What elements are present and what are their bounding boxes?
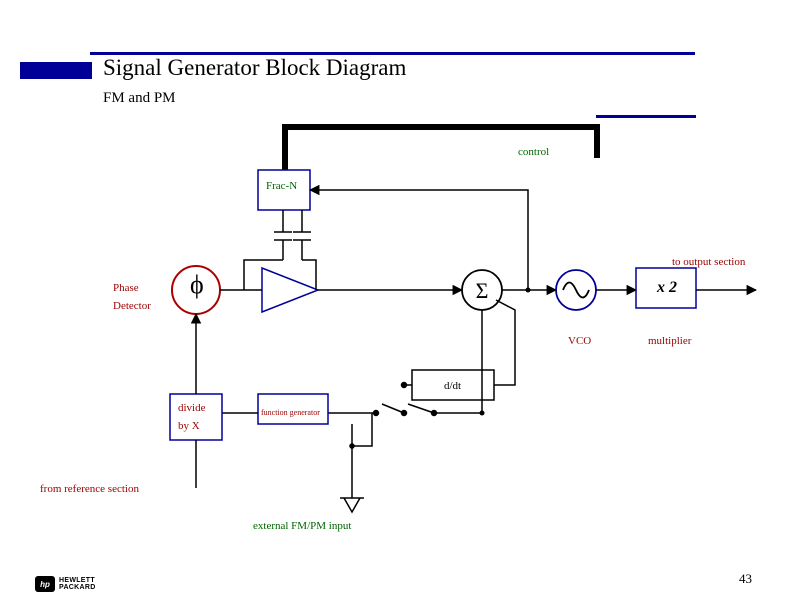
- hp-badge-icon: hp: [35, 576, 55, 592]
- block-phase-detector: [172, 266, 220, 314]
- block-frac-n: [258, 170, 310, 210]
- capacitor: [274, 210, 311, 260]
- wire-loop-top2: [302, 260, 316, 290]
- vco-sine-icon: [563, 283, 589, 298]
- external-input-connector: [340, 424, 364, 512]
- block-function-generator: [258, 394, 328, 424]
- wire-ddt-up: [494, 300, 515, 385]
- hp-logo: hp HEWLETT PACKARD: [35, 576, 96, 592]
- block-diagram: Σ: [0, 0, 792, 612]
- block-divide-by-x: [170, 394, 222, 440]
- wire-loop-top: [244, 260, 283, 290]
- hp-logo-text: HEWLETT PACKARD: [59, 577, 96, 591]
- block-amplifier: [262, 268, 318, 312]
- block-multiplier: [636, 268, 696, 308]
- node-sum-bottom: [480, 411, 485, 416]
- node-feedback-tap: [526, 288, 531, 293]
- page-number: 43: [739, 571, 752, 587]
- wire-sum-branch-down: [434, 310, 482, 413]
- wire-ext-hop: [352, 413, 372, 446]
- summer-sigma: Σ: [476, 278, 489, 303]
- switches: [374, 383, 437, 416]
- control-bar: [282, 124, 600, 170]
